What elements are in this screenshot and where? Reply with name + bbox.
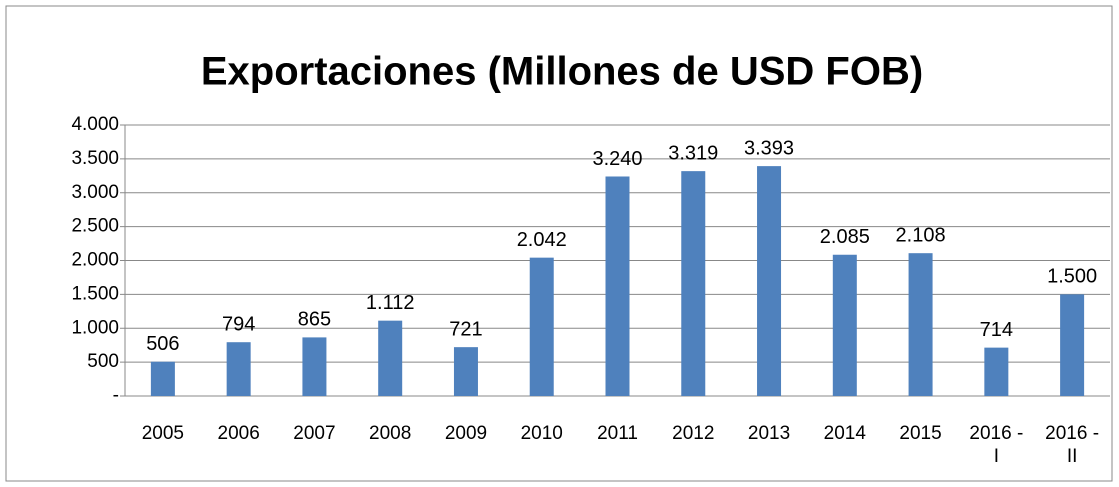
value-label: 2.042	[517, 229, 567, 251]
x-tick-label: 2008	[369, 423, 412, 444]
y-tick-label: 3.000	[71, 182, 119, 203]
x-tick-label: 2010	[520, 423, 563, 444]
value-label: 714	[980, 319, 1013, 341]
y-tick-label: 500	[87, 351, 119, 372]
chart-border	[5, 5, 1113, 482]
bar	[302, 337, 327, 396]
x-tick-label: 2012	[672, 423, 715, 444]
value-label: 721	[449, 318, 482, 340]
bar	[453, 347, 478, 396]
bar	[1060, 294, 1085, 396]
x-tick-label: 2016 - II	[1045, 423, 1100, 467]
value-label: 1.500	[1047, 266, 1097, 288]
x-tick-label: 2016 - I	[969, 423, 1024, 467]
bar	[908, 253, 933, 396]
y-tick-label: 4.000	[71, 114, 119, 135]
bar	[226, 342, 251, 396]
y-tick-label: 2.000	[71, 250, 119, 271]
value-label: 3.393	[744, 137, 794, 159]
x-tick-label: 2011	[597, 423, 638, 444]
bar	[681, 171, 706, 396]
value-label: 2.085	[820, 226, 870, 248]
value-label: 1.112	[366, 292, 415, 314]
x-tick-label: 2013	[747, 423, 791, 444]
chart-title: Exportaciones (Millones de USD FOB)	[201, 50, 923, 94]
value-label: 3.240	[592, 148, 642, 170]
y-tick-label: 1.500	[71, 283, 119, 304]
bar	[605, 176, 630, 396]
value-label: 506	[146, 333, 179, 355]
y-tick-label: 3.500	[71, 148, 119, 169]
bar	[984, 347, 1009, 396]
value-label: 3.319	[668, 142, 718, 164]
x-tick-label: 2015	[899, 423, 942, 444]
x-tick-label: 2009	[444, 423, 488, 444]
x-tick-label: 2007	[293, 423, 336, 444]
bar	[150, 361, 175, 396]
y-tick-label: -	[113, 385, 119, 406]
value-label: 2.108	[896, 224, 946, 246]
value-label: 794	[222, 313, 255, 335]
x-tick-label: 2006	[217, 423, 260, 444]
x-tick-label: 2014	[823, 423, 866, 444]
bar	[832, 254, 857, 396]
value-label: 865	[298, 309, 331, 331]
bar	[757, 166, 782, 396]
bar	[529, 257, 554, 396]
x-tick-label: 2005	[141, 423, 185, 444]
y-tick-label: 1.000	[71, 317, 119, 338]
bar	[378, 320, 403, 396]
y-tick-label: 2.500	[71, 216, 119, 237]
